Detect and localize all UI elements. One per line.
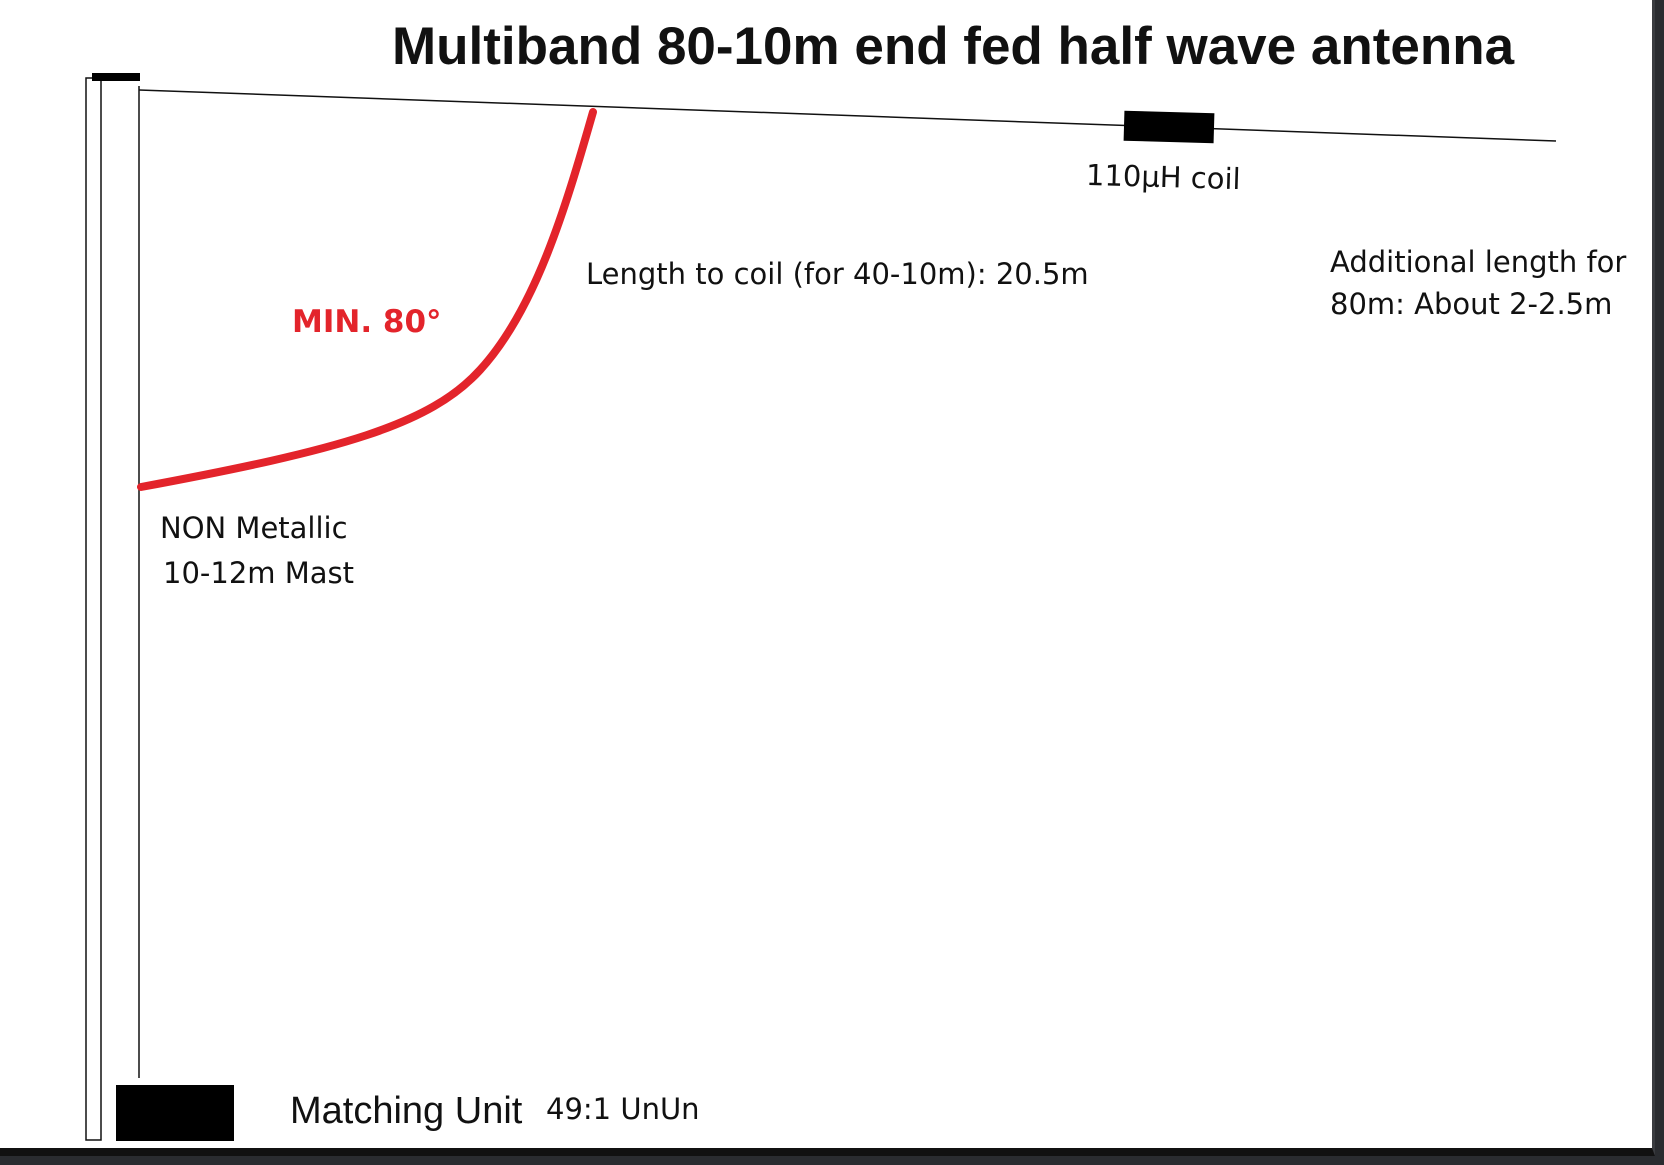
- matching-unit-label: Matching Unit: [290, 1090, 523, 1132]
- length-to-coil-label: Length to coil (for 40-10m): 20.5m: [586, 257, 1089, 291]
- page-title: Multiband 80-10m end fed half wave anten…: [392, 17, 1515, 76]
- mast-label-line1: NON Metallic: [160, 511, 348, 545]
- min-angle-label: MIN. 80°: [292, 304, 442, 340]
- angle-arc: [137, 108, 597, 491]
- antenna-diagram-graphic: [85, 73, 1557, 1141]
- coil-label: 110µH coil: [1085, 157, 1242, 197]
- mast-outer: [85, 77, 102, 1141]
- antenna-wire: [138, 89, 1557, 142]
- matching-unit-type-label: 49:1 UnUn: [546, 1092, 700, 1126]
- mast-top-cap: [92, 73, 140, 81]
- additional-length-line2: 80m: About 2-2.5m: [1330, 287, 1613, 321]
- mast-label-line2: 10-12m Mast: [163, 556, 355, 590]
- matching-unit-block: [116, 1085, 234, 1141]
- additional-length-line1: Additional length for: [1330, 245, 1627, 279]
- coil-block: [1123, 110, 1215, 144]
